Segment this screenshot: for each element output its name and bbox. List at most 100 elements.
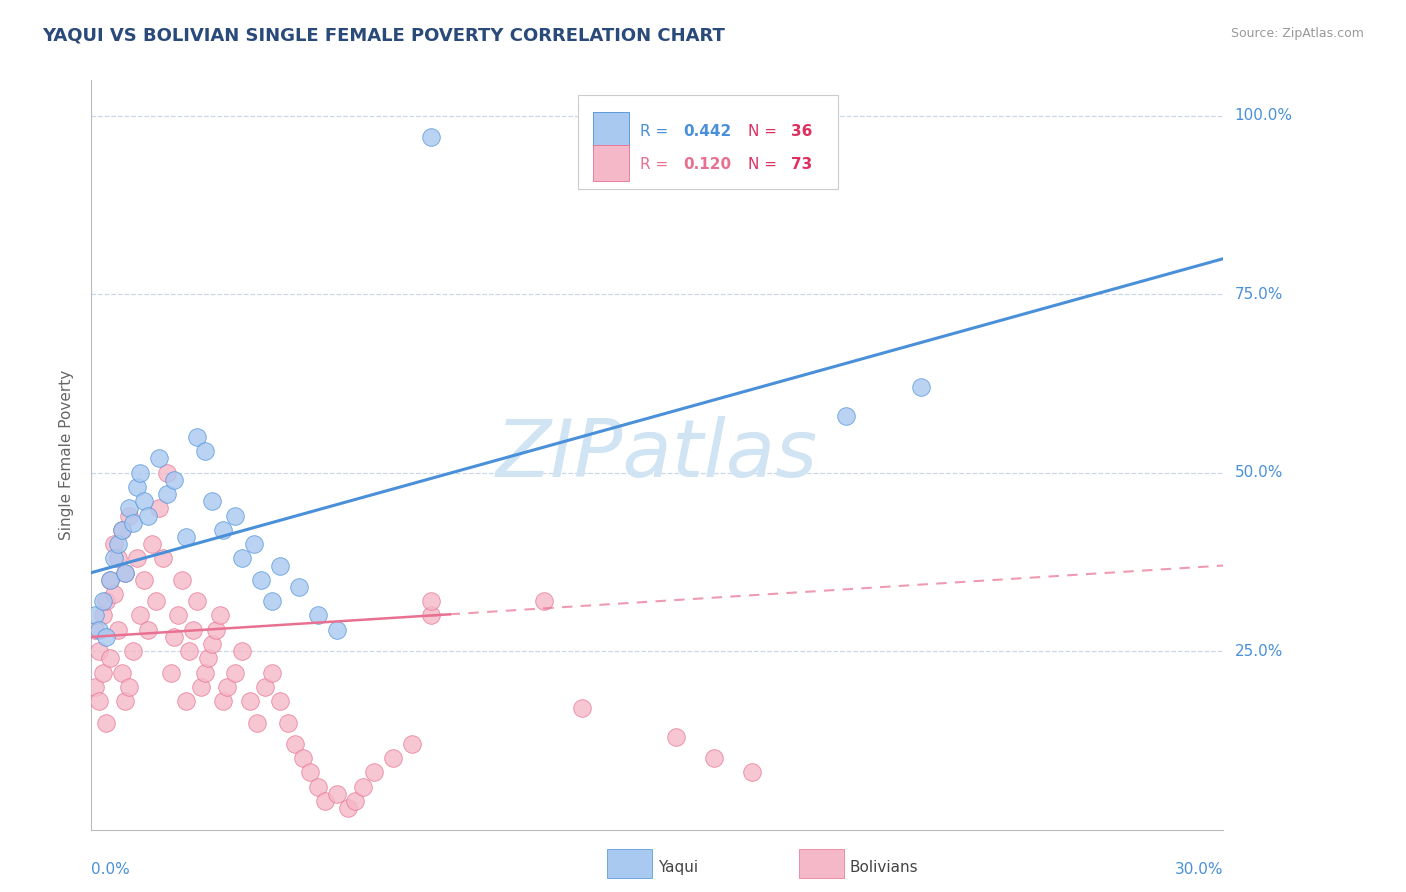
Text: 0.120: 0.120 <box>683 157 731 171</box>
Point <box>291 751 314 765</box>
Point <box>152 551 174 566</box>
Point <box>363 765 385 780</box>
Point <box>163 473 186 487</box>
Text: Single Female Poverty: Single Female Poverty <box>59 370 75 540</box>
Point <box>419 608 441 623</box>
Point <box>84 680 107 694</box>
Text: Yaqui: Yaqui <box>658 860 699 874</box>
Point <box>190 680 212 694</box>
Point <box>253 680 276 694</box>
Text: Bolivians: Bolivians <box>849 860 918 874</box>
Point <box>193 665 217 680</box>
Text: 0.442: 0.442 <box>683 125 731 139</box>
Point <box>741 765 763 780</box>
Point <box>197 651 219 665</box>
Point <box>212 694 235 708</box>
Point <box>269 558 291 573</box>
Point <box>314 794 336 808</box>
Point <box>141 537 163 551</box>
Point <box>352 780 374 794</box>
Point <box>110 523 132 537</box>
Point <box>174 530 197 544</box>
Point <box>114 566 136 580</box>
Text: 50.0%: 50.0% <box>1234 466 1282 480</box>
Point <box>835 409 858 423</box>
Point <box>129 466 152 480</box>
Point <box>98 573 121 587</box>
Point <box>103 537 125 551</box>
Point <box>134 573 156 587</box>
Point <box>201 494 224 508</box>
Point <box>136 623 159 637</box>
Text: 36: 36 <box>790 125 813 139</box>
Point <box>208 608 231 623</box>
Point <box>96 630 118 644</box>
Text: R =: R = <box>640 125 673 139</box>
Text: N =: N = <box>748 157 782 171</box>
Point <box>98 573 121 587</box>
Point <box>419 594 441 608</box>
Point <box>96 594 118 608</box>
Point <box>288 580 311 594</box>
Point <box>91 608 114 623</box>
Point <box>246 715 269 730</box>
Point <box>122 516 145 530</box>
Point <box>118 508 141 523</box>
Point <box>224 508 246 523</box>
Point <box>231 644 253 658</box>
Point <box>250 573 273 587</box>
Point <box>382 751 405 765</box>
Text: 25.0%: 25.0% <box>1234 644 1282 658</box>
Point <box>299 765 322 780</box>
Point <box>114 566 136 580</box>
Point <box>125 480 148 494</box>
Point <box>122 644 145 658</box>
Point <box>262 594 284 608</box>
Point <box>277 715 299 730</box>
Point <box>103 587 125 601</box>
Point <box>224 665 246 680</box>
Text: N =: N = <box>748 125 782 139</box>
Point <box>181 623 204 637</box>
Point <box>571 701 593 715</box>
FancyBboxPatch shape <box>593 112 628 149</box>
Point <box>344 794 367 808</box>
Point <box>269 694 291 708</box>
Point <box>91 594 114 608</box>
Point <box>910 380 932 394</box>
Point <box>193 444 217 458</box>
Point <box>98 651 121 665</box>
Point <box>148 451 170 466</box>
Text: 100.0%: 100.0% <box>1234 109 1292 123</box>
Point <box>307 608 329 623</box>
Point <box>186 594 208 608</box>
Point <box>145 594 167 608</box>
FancyBboxPatch shape <box>578 95 838 189</box>
Point <box>217 680 239 694</box>
Point <box>186 430 208 444</box>
Point <box>703 751 725 765</box>
Point <box>129 608 152 623</box>
Point <box>179 644 201 658</box>
Point <box>242 537 264 551</box>
Point <box>125 551 148 566</box>
Point <box>284 737 307 751</box>
Text: 30.0%: 30.0% <box>1175 862 1223 877</box>
Point <box>419 130 441 145</box>
Point <box>110 523 132 537</box>
Point <box>118 501 141 516</box>
Point <box>336 801 359 815</box>
Point <box>148 501 170 516</box>
FancyBboxPatch shape <box>593 145 628 181</box>
Text: Source: ZipAtlas.com: Source: ZipAtlas.com <box>1230 27 1364 40</box>
Point <box>163 630 186 644</box>
Text: 73: 73 <box>790 157 813 171</box>
Point <box>96 715 118 730</box>
Text: 0.0%: 0.0% <box>91 862 131 877</box>
Point <box>262 665 284 680</box>
Point <box>533 594 555 608</box>
Point <box>118 680 141 694</box>
Point <box>205 623 228 637</box>
Point <box>136 508 159 523</box>
Point <box>212 523 235 537</box>
